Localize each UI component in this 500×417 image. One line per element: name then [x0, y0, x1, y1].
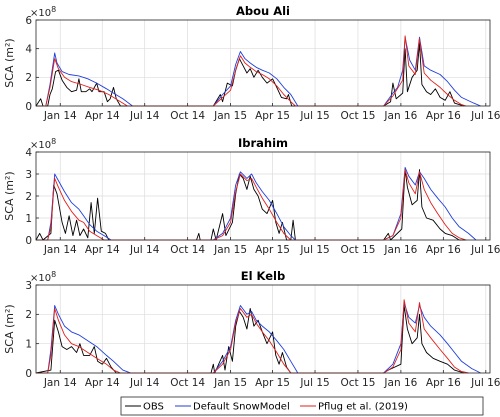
x-tick-label: Oct 15	[341, 110, 376, 122]
series-line-default-snowmodel	[36, 37, 481, 106]
series-line-obs	[36, 43, 464, 106]
x-tick-label: Apr 14	[85, 244, 120, 256]
x-tick-label: Oct 14	[170, 110, 205, 122]
legend-label-pflug: Pflug et al. (2019)	[318, 402, 408, 413]
x-tick-label: Apr 16	[426, 244, 461, 256]
y-multiplier: ×108	[30, 137, 56, 151]
panel-abou-ali: Jan 14 Apr 14 Jul 14 Oct 14 Jan 15 Apr 15 Jul …	[3, 4, 500, 122]
legend-label-default-snowmodel: Default SnowModel	[193, 402, 290, 413]
panel-ibrahim: Jan 14 Apr 14 Jul 14 Oct 14 Jan 15 Apr 15 Jul …	[3, 136, 500, 256]
x-tick-label: Jul 15	[299, 244, 329, 256]
x-tick-label: Oct 15	[341, 244, 376, 256]
x-tick-label: Jul 14	[129, 377, 160, 389]
x-tick-label: Jul 14	[129, 244, 160, 256]
x-tick-label: Apr 15	[255, 244, 290, 256]
x-tick-label: Jan 15	[213, 377, 247, 389]
legend-label-obs: OBS	[143, 402, 164, 413]
x-tick-label: Jul 16	[470, 377, 500, 389]
x-tick-label: Jul 15	[299, 377, 329, 389]
x-tick-label: Apr 16	[426, 377, 461, 389]
x-tick-label: Apr 16	[426, 110, 461, 122]
y-tick-label: 0	[25, 101, 32, 113]
panel-title: Abou Ali	[236, 4, 290, 18]
y-tick-label: 0	[25, 368, 32, 380]
x-tick-label: Jul 16	[470, 110, 500, 122]
x-tick-label: Jan 15	[213, 110, 247, 122]
y-multiplier: ×108	[30, 5, 56, 19]
x-tick-label: Oct 14	[170, 377, 205, 389]
y-tick-label: 4	[25, 43, 32, 55]
y-axis-label: SCA (m²)	[3, 304, 16, 353]
y-tick-label: 2	[25, 309, 32, 321]
y-axis-label: SCA (m²)	[3, 171, 16, 220]
x-tick-label: Jan 14	[43, 244, 77, 256]
x-tick-label: Apr 14	[85, 377, 120, 389]
x-tick-label: Oct 15	[341, 377, 376, 389]
y-tick-label: 2	[25, 191, 32, 203]
x-tick-label: Apr 15	[255, 377, 290, 389]
panels: Jan 14 Apr 14 Jul 14 Oct 14 Jan 15 Apr 15 Jul …	[3, 4, 500, 389]
y-multiplier: ×108	[30, 270, 56, 284]
panel-title: Ibrahim	[238, 136, 288, 150]
x-tick-label: Jan 16	[383, 110, 417, 122]
x-tick-label: Apr 14	[85, 110, 120, 122]
x-tick-label: Jul 16	[470, 244, 500, 256]
x-tick-label: Jul 14	[129, 110, 160, 122]
panel-el-kelb: Jan 14 Apr 14 Jul 14 Oct 14 Jan 15 Apr 15 Jul …	[3, 269, 500, 389]
x-tick-label: Jan 15	[213, 244, 247, 256]
y-tick-label: 0	[25, 235, 32, 247]
legend: OBS Default SnowModel Pflug et al. (2019…	[121, 397, 483, 415]
y-tick-label: 1	[25, 213, 32, 225]
x-tick-label: Oct 14	[170, 244, 205, 256]
x-tick-label: Apr 15	[255, 110, 290, 122]
y-tick-label: 1	[25, 338, 32, 350]
series-line-pflug-et-al-2019	[36, 300, 469, 373]
x-tick-label: Jan 14	[43, 377, 77, 389]
y-axis-label: SCA (m²)	[3, 38, 16, 87]
x-tick-label: Jan 16	[383, 377, 417, 389]
y-tick-label: 2	[25, 72, 32, 84]
y-tick-label: 3	[25, 169, 32, 181]
x-tick-label: Jan 14	[43, 110, 77, 122]
axes-box	[36, 285, 490, 373]
x-tick-label: Jul 15	[299, 110, 329, 122]
panel-title: El Kelb	[241, 269, 285, 283]
x-tick-label: Jan 16	[383, 244, 417, 256]
